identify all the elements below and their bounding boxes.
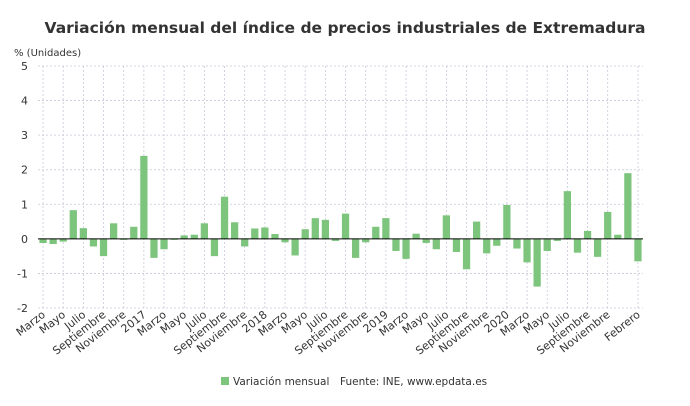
bar xyxy=(513,238,521,249)
bar xyxy=(412,233,420,239)
y-tick-labels: 5 4 3 2 1 0 -1 -2 xyxy=(17,60,28,315)
grid-layer xyxy=(38,65,643,309)
bar-series-variacion-mensual xyxy=(39,155,642,287)
bar xyxy=(503,204,511,239)
bar xyxy=(281,238,289,243)
bar xyxy=(442,215,451,239)
y-tick-label: 3 xyxy=(21,129,28,142)
bar xyxy=(573,238,582,253)
bar xyxy=(614,234,622,239)
bar xyxy=(372,226,380,239)
chart-title: Variación mensual del índice de precios … xyxy=(45,19,646,37)
bar xyxy=(341,213,350,239)
bar xyxy=(543,238,551,251)
bar xyxy=(462,238,471,270)
bar xyxy=(311,218,319,239)
bar xyxy=(533,238,541,287)
legend-label[interactable]: Variación mensual xyxy=(233,376,329,388)
bar xyxy=(160,238,168,250)
bar xyxy=(523,238,531,263)
bar xyxy=(583,230,592,239)
bar xyxy=(321,219,330,239)
bar xyxy=(624,173,632,239)
bar xyxy=(200,223,209,239)
bar xyxy=(493,238,501,246)
y-tick-label: -2 xyxy=(17,302,28,315)
y-tick-label: 0 xyxy=(21,233,28,246)
bar xyxy=(261,227,269,239)
bar xyxy=(593,238,602,257)
bar xyxy=(251,228,259,239)
bar xyxy=(331,238,340,241)
bar xyxy=(291,238,299,256)
y-axis-label: % (Unidades) xyxy=(14,48,81,59)
bar xyxy=(150,238,158,258)
bar xyxy=(301,229,309,239)
bar xyxy=(109,223,118,239)
y-tick-label: -1 xyxy=(17,267,28,280)
bar xyxy=(452,238,461,252)
bar xyxy=(553,238,561,241)
bar xyxy=(432,238,440,250)
bar xyxy=(79,228,88,239)
bar xyxy=(422,238,430,244)
bar xyxy=(99,238,108,257)
y-tick-label: 1 xyxy=(21,198,28,211)
y-tick-label: 2 xyxy=(21,164,28,177)
bar xyxy=(382,218,390,239)
bar xyxy=(59,238,67,242)
bar xyxy=(49,238,57,245)
bar xyxy=(604,211,612,239)
bar xyxy=(190,234,198,239)
bar xyxy=(230,222,239,239)
bar xyxy=(39,238,47,244)
bar xyxy=(241,238,249,247)
bar xyxy=(180,235,188,239)
x-tick-labels: MarzoMayoJulioSeptiembreNoviembre2017Mar… xyxy=(14,308,643,358)
y-tick-label: 4 xyxy=(21,95,28,108)
bar xyxy=(120,238,128,240)
bar xyxy=(563,191,572,239)
bar xyxy=(220,196,229,239)
bar xyxy=(483,238,491,254)
bar xyxy=(634,238,642,262)
bar xyxy=(362,238,370,243)
bar xyxy=(392,238,400,251)
bar xyxy=(69,210,77,239)
y-tick-label: 5 xyxy=(21,60,28,73)
bar xyxy=(402,238,410,259)
source-credit: Fuente: INE, www.epdata.es xyxy=(340,376,487,388)
bar xyxy=(130,226,138,239)
bar xyxy=(472,221,481,239)
bar xyxy=(170,238,178,240)
legend-swatch xyxy=(221,377,229,385)
bar xyxy=(351,238,360,258)
bar xyxy=(271,234,279,239)
bar xyxy=(140,155,148,239)
bar xyxy=(210,238,219,257)
bar xyxy=(89,238,98,247)
